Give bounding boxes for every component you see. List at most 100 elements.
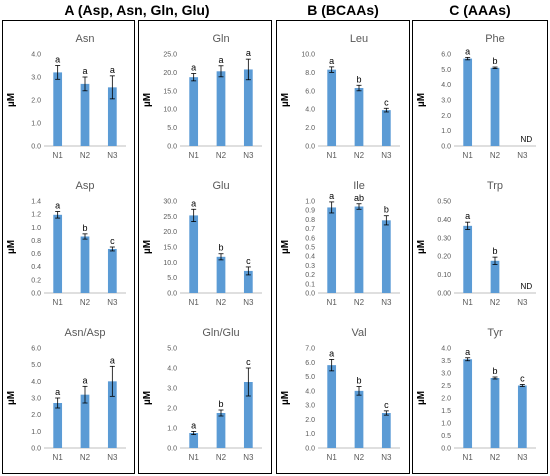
leu-bar [327,69,337,146]
asnasp-sig-letter: a [110,355,115,365]
ile-ytick: 0.5 [305,245,315,252]
panel-c [412,20,548,474]
asp-ytick: 1.0 [31,225,41,232]
ile-bar [354,206,364,293]
phe-sig-letter: b [492,56,497,66]
asn-ytick: 3.0 [31,75,41,82]
tyr-xtick: N3 [517,453,528,462]
trp-sig-letter: a [465,211,470,221]
ile-sig-letter: b [384,205,389,215]
trp-ytick: 0.40 [437,217,451,224]
gln-xtick: N1 [189,151,200,160]
asp-bar [80,236,90,293]
phe-ytick: 4.0 [441,82,451,89]
asn-ytick: 1.0 [31,121,41,128]
glu-ytick: 30.0 [163,199,177,206]
tyr-sig-letter: a [465,347,470,357]
asp-ytick: 1.4 [31,199,41,206]
leu-ytick: 10.0 [301,52,315,59]
phe-ytick: 0.0 [441,144,451,151]
val-title: Val [351,327,366,339]
glu-sig-letter: b [218,243,223,253]
ile-xtick: N1 [327,298,338,307]
phe-title: Phe [485,33,505,45]
glu-bar [189,215,199,293]
panel-a-right [138,20,272,474]
glnglu-xtick: N3 [243,453,254,462]
leu-bar [381,110,391,146]
leu-sig-letter: a [329,56,334,66]
leu-ytick: 6.0 [305,88,315,95]
asp-ytick: 0.0 [31,291,41,298]
glu-ylabel: µM [142,240,153,254]
asn-sig-letter: a [82,66,87,76]
asnasp-ytick: 1.0 [31,429,41,436]
ile-ytick: 0.2 [305,272,315,279]
val-ytick: 2.0 [305,417,315,424]
ile-ytick: 0.6 [305,235,315,242]
glnglu-ytick: 5.0 [167,346,177,353]
asn-sig-letter: a [55,55,60,65]
tyr-ytick: 2.0 [441,396,451,403]
trp-xtick: N2 [490,298,501,307]
phe-sig-letter: a [465,46,470,56]
ile-ytick: 0.3 [305,263,315,270]
asn-bar [53,72,63,146]
asnasp-sig-letter: a [55,387,60,397]
tyr-ytick: 3.0 [441,371,451,378]
val-ytick: 6.0 [305,360,315,367]
val-ytick: 5.0 [305,374,315,381]
gln-sig-letter: a [246,48,251,58]
phe-nd-label: ND [521,135,533,144]
val-ytick: 1.0 [305,431,315,438]
phe-xtick: N1 [463,151,474,160]
tyr-xtick: N1 [463,453,474,462]
glnglu-ytick: 0.0 [167,446,177,453]
leu-xtick: N2 [354,151,365,160]
val-xtick: N1 [327,453,338,462]
gln-sig-letter: a [218,55,223,65]
tyr-sig-letter: b [492,366,497,376]
gln-xtick: N2 [216,151,227,160]
trp-ylabel: µM [416,240,427,254]
asnasp-chart: Asn/Asp µM 0.0 1.0 2.0 3.0 4.0 5.0 6.0 N1 a N2 a N3 a [6,327,126,462]
glnglu-title: Gln/Glu [202,327,239,339]
phe-bar [490,67,500,146]
trp-ytick: 0.50 [437,199,451,206]
tyr-chart: Tyr µM 0.0 0.5 1.0 1.5 2.0 2.5 3.0 3.5 4.0 N1 a N2 b N3… [416,327,536,462]
trp-ytick: 0.00 [437,291,451,298]
asnasp-xtick: N3 [107,453,118,462]
ile-ytick: 0.1 [305,281,315,288]
gln-xtick: N3 [243,151,254,160]
trp-ytick: 0.10 [437,272,451,279]
glnglu-xtick: N2 [216,453,227,462]
asnasp-sig-letter: a [82,375,87,385]
asp-sig-letter: c [110,236,115,246]
asp-xtick: N1 [53,298,64,307]
asp-ytick: 1.2 [31,212,41,219]
leu-bar [354,88,364,146]
leu-sig-letter: c [384,97,389,107]
val-ylabel: µM [280,391,291,405]
val-ytick: 3.0 [305,403,315,410]
gln-chart: Gln µM 0.0 5.0 10.0 15.0 20.0 25.0 N1 a N2 a N3 a [142,33,262,160]
trp-ytick: 0.30 [437,235,451,242]
glnglu-bar [243,382,253,448]
trp-xtick: N1 [463,298,474,307]
val-sig-letter: a [329,348,334,358]
section-b-title: B (BCAAs) [307,2,379,18]
ile-xtick: N2 [354,298,365,307]
val-bar [381,413,391,448]
asp-sig-letter: a [55,201,60,211]
val-sig-letter: c [384,400,389,410]
glnglu-ylabel: µM [142,391,153,405]
glu-ytick: 10.0 [163,260,177,267]
glnglu-bar [189,433,199,448]
ile-xtick: N3 [381,298,392,307]
trp-sig-letter: b [492,246,497,256]
glu-chart: Glu µM 0.0 5.0 10.0 15.0 20.0 25.0 30.0 N1 a N2 b N3 c [142,180,262,307]
gln-ytick: 25.0 [163,52,177,59]
tyr-ylabel: µM [416,391,427,405]
trp-title: Trp [487,180,503,192]
